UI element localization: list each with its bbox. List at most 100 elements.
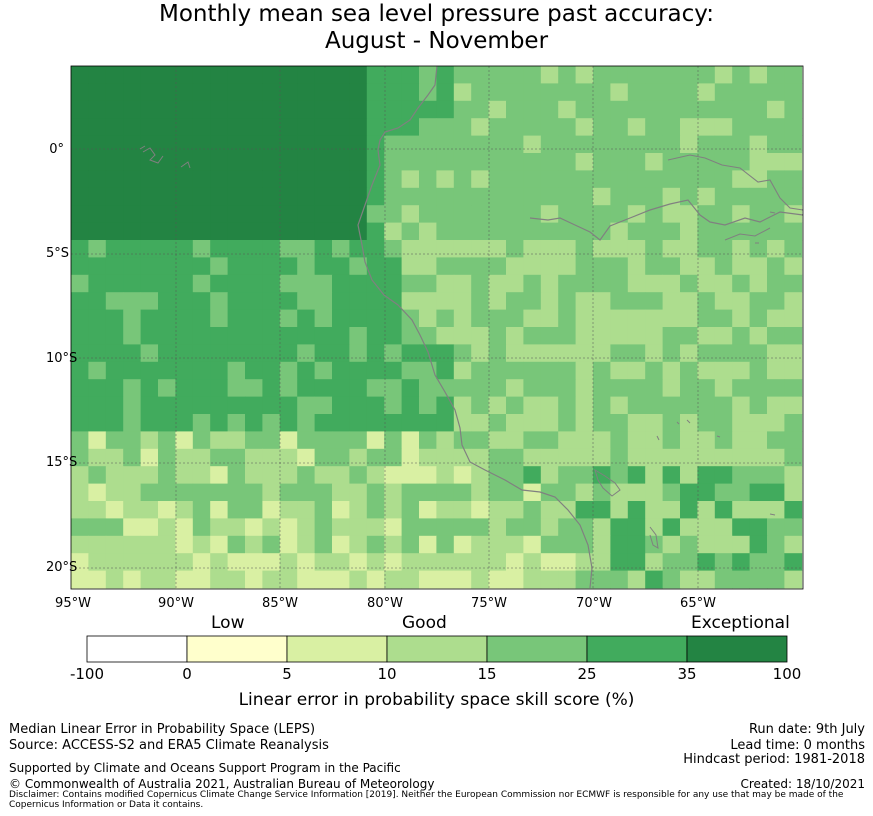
skill-cell xyxy=(749,570,768,589)
skill-cell xyxy=(192,222,211,241)
skill-cell xyxy=(192,100,211,119)
skill-cell xyxy=(140,553,159,571)
skill-cell xyxy=(436,448,455,467)
skill-cell xyxy=(453,100,472,119)
skill-cell xyxy=(453,501,472,519)
skill-cell xyxy=(401,222,420,241)
skill-cell xyxy=(540,396,559,415)
skill-cell xyxy=(627,187,646,206)
skill-cell xyxy=(471,309,489,328)
skill-cell xyxy=(732,414,750,432)
skill-cell xyxy=(158,448,176,467)
skill-cell xyxy=(245,379,263,397)
skill-cell xyxy=(697,466,716,484)
skill-cell xyxy=(227,518,246,537)
skill-cell xyxy=(245,292,263,310)
skill-cell xyxy=(506,448,524,467)
skill-cell xyxy=(227,66,246,84)
skill-cell xyxy=(105,222,124,241)
skill-cell xyxy=(123,396,141,415)
skill-cell xyxy=(175,292,194,310)
skill-cell xyxy=(158,222,176,241)
skill-cell xyxy=(593,257,611,276)
skill-cell xyxy=(662,414,681,432)
skill-cell xyxy=(645,170,663,189)
skill-cell xyxy=(593,309,611,328)
skill-cell xyxy=(575,309,594,328)
skill-cell xyxy=(123,274,141,293)
skill-cell xyxy=(453,361,472,380)
skill-cell xyxy=(732,153,750,171)
skill-cell xyxy=(366,379,385,397)
skill-cell xyxy=(645,344,663,363)
skill-cell xyxy=(88,327,107,345)
skill-cell xyxy=(297,240,315,258)
skill-cell xyxy=(488,518,507,537)
skill-cell xyxy=(558,448,576,467)
skill-cell xyxy=(680,414,698,432)
skill-cell xyxy=(645,83,663,102)
skill-cell xyxy=(88,309,107,328)
skill-cell xyxy=(488,327,507,345)
skill-cell xyxy=(488,501,507,519)
skill-cell xyxy=(210,327,228,345)
skill-cell xyxy=(366,553,385,571)
skill-cell xyxy=(401,483,420,502)
skill-cell xyxy=(71,535,89,554)
skill-cell xyxy=(401,361,420,380)
skill-cell xyxy=(192,292,211,310)
skill-cell xyxy=(105,396,124,415)
skill-cell xyxy=(158,327,176,345)
skill-cell xyxy=(523,66,542,84)
lon-label-80w: 80°W xyxy=(367,596,403,611)
skill-cell xyxy=(332,153,350,171)
skill-cell xyxy=(297,379,315,397)
skill-cell xyxy=(627,309,646,328)
skill-cell xyxy=(680,501,698,519)
skill-cell xyxy=(767,518,785,537)
skill-cell xyxy=(680,222,698,241)
skill-cell xyxy=(401,327,420,345)
footer-hindcast: Hindcast period: 1981-2018 xyxy=(683,752,865,767)
skill-cell xyxy=(105,292,124,310)
skill-cell xyxy=(558,518,576,537)
skill-cell xyxy=(575,257,594,276)
legend-category-good: Good xyxy=(402,613,447,633)
skill-cell xyxy=(245,187,263,206)
skill-cell xyxy=(349,501,368,519)
skill-cell xyxy=(210,535,228,554)
skill-cell xyxy=(593,553,611,571)
skill-cell xyxy=(297,431,315,450)
skill-cell xyxy=(105,240,124,258)
skill-cell xyxy=(697,361,716,380)
skill-cell xyxy=(680,205,698,223)
skill-cell xyxy=(593,483,611,502)
skill-cell xyxy=(749,466,768,484)
skill-cell xyxy=(279,518,298,537)
skill-cell xyxy=(88,187,107,206)
skill-cell xyxy=(245,222,263,241)
skill-cell xyxy=(227,257,246,276)
skill-cell xyxy=(471,466,489,484)
skill-cell xyxy=(88,535,107,554)
skill-cell xyxy=(88,118,107,136)
skill-cell xyxy=(210,379,228,397)
inland-lake xyxy=(649,526,659,549)
skill-cell xyxy=(314,309,333,328)
skill-cell xyxy=(175,379,194,397)
skill-cell xyxy=(627,83,646,102)
skill-cell xyxy=(262,396,281,415)
skill-cell xyxy=(262,466,281,484)
skill-cell xyxy=(262,66,281,84)
skill-cell xyxy=(488,66,507,84)
skill-cell xyxy=(71,431,89,450)
skill-cell xyxy=(784,361,803,380)
skill-cell xyxy=(140,240,159,258)
skill-cell xyxy=(332,501,350,519)
skill-cell xyxy=(593,205,611,223)
skill-cell xyxy=(140,327,159,345)
skill-cell xyxy=(245,518,263,537)
skill-cell xyxy=(749,187,768,206)
skill-cell xyxy=(192,274,211,293)
skill-cell xyxy=(210,274,228,293)
